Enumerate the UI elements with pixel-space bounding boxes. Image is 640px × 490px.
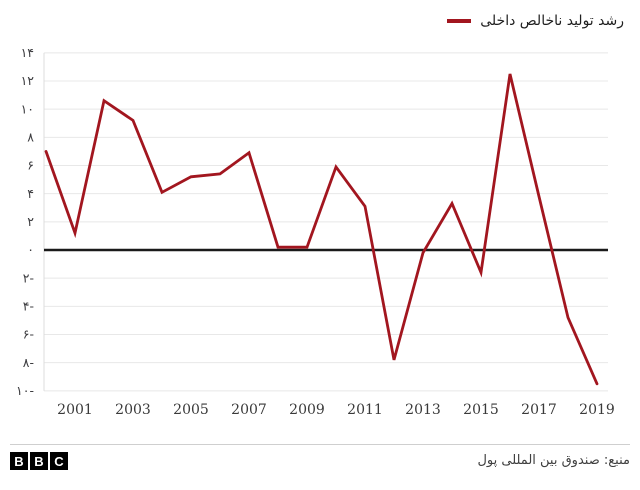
bbc-logo: B B C <box>10 452 68 470</box>
y-axis-label: ۲- <box>23 270 34 285</box>
x-axis-label: 2017 <box>521 402 557 418</box>
y-axis-label: ۶ <box>27 158 34 173</box>
bbc-logo-block: B <box>30 452 48 470</box>
y-axis-label: ۸ <box>27 130 34 145</box>
x-axis-label: 2013 <box>405 402 441 418</box>
x-axis-label: 2001 <box>57 402 93 418</box>
x-axis-label: 2007 <box>231 402 267 418</box>
x-axis-label: 2019 <box>579 402 615 418</box>
source-attribution: منبع: صندوق بین المللی پول <box>477 453 630 468</box>
y-axis-label: ۲ <box>27 214 34 229</box>
x-axis-label: 2003 <box>115 402 151 418</box>
y-axis-label: ۱۰- <box>16 383 34 398</box>
y-axis-label: ۴ <box>27 186 34 201</box>
bbc-logo-block: C <box>50 452 68 470</box>
y-axis-label: ۱۰ <box>21 101 34 116</box>
y-axis-label: ۶- <box>23 327 34 342</box>
legend: رشد تولید ناخالص داخلی <box>447 13 624 29</box>
x-axis-label: 2005 <box>173 402 209 418</box>
y-axis-label: ۸- <box>23 355 34 370</box>
bbc-logo-block: B <box>10 452 28 470</box>
y-axis-label: ۴- <box>23 299 34 314</box>
y-axis-label: ۱۲ <box>21 73 35 88</box>
footer-divider <box>10 444 630 445</box>
gdp-growth-line <box>44 73 599 386</box>
x-axis-label: 2015 <box>463 402 499 418</box>
legend-line-marker <box>447 19 472 23</box>
y-axis-label: ۰ <box>27 242 34 257</box>
gdp-growth-line-chart: ۱۴ ۱۲ ۱۰ ۸ ۶ ۴ ۲ ۰ ۲- ۴- ۶- ۸- ۱۰- 2001 2003 2005 2007 20… <box>16 45 615 418</box>
x-axis-label: 2009 <box>289 402 325 418</box>
y-axis-label: ۱۴ <box>21 45 34 60</box>
x-axis-label: 2011 <box>347 402 383 418</box>
legend-label: رشد تولید ناخالص داخلی <box>480 13 624 29</box>
